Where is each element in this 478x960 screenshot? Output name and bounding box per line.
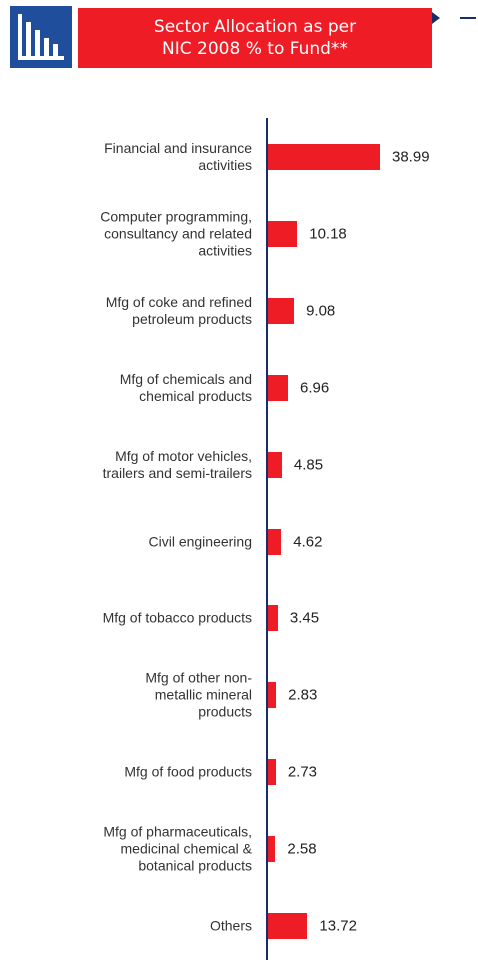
bar: [268, 144, 380, 170]
chart-title: Sector Allocation as per NIC 2008 % to F…: [78, 8, 432, 68]
category-label: Mfg of motor vehicles, trailers and semi…: [102, 447, 252, 481]
value-label: 6.96: [299, 379, 330, 397]
icon-glyph: [18, 14, 64, 60]
value-label: 38.99: [392, 148, 430, 166]
bar: [268, 836, 276, 863]
bar: [268, 297, 295, 324]
bar: [268, 451, 282, 478]
category-label: Mfg of other non- metallic mineral produ…: [145, 669, 252, 720]
category-label: Mfg of pharmaceuticals, medicinal chemic…: [103, 823, 252, 874]
bar: [268, 374, 288, 401]
category-label: Civil engineering: [148, 533, 252, 549]
bar: [268, 913, 308, 939]
arrow: [432, 12, 440, 24]
bar: [268, 528, 282, 555]
value-label: 4.85: [293, 456, 324, 474]
category-label: Mfg of tobacco products: [102, 609, 252, 626]
category-label: Others: [209, 917, 252, 934]
category-label: Mfg of chemicals and chemical products: [119, 370, 252, 404]
value-label: 2.58: [287, 840, 317, 858]
value-label: 10.18: [309, 225, 347, 243]
value-label: 13.72: [319, 917, 357, 935]
category-label: Mfg of coke and refined petroleum produc…: [105, 293, 252, 327]
value-label: 2.73: [287, 763, 318, 781]
value-label: 2.83: [288, 686, 318, 704]
category-label: Financial and insurance activities: [104, 140, 252, 173]
bar: [268, 759, 276, 786]
bar: [268, 605, 278, 632]
bar: [268, 682, 277, 709]
value-label: 3.45: [289, 609, 320, 627]
value-label: 9.08: [306, 302, 336, 320]
category-label: Mfg of food products: [124, 763, 252, 780]
category-label: Computer programming, consultancy and re…: [100, 208, 252, 259]
bar: [268, 220, 298, 247]
value-label: 4.62: [293, 533, 323, 550]
